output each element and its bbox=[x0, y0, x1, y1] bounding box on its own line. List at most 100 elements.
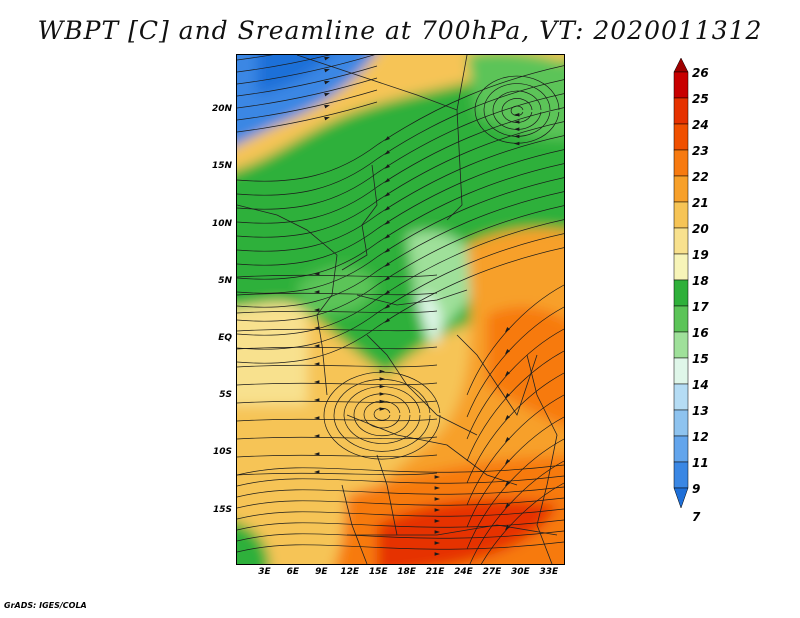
flow-arrow bbox=[434, 530, 440, 534]
streamline bbox=[373, 407, 391, 421]
streamline bbox=[237, 191, 564, 308]
field-ne-green bbox=[467, 55, 564, 139]
border-great-lakes bbox=[456, 334, 538, 416]
streamline bbox=[237, 418, 438, 422]
flow-arrow bbox=[384, 234, 390, 239]
flow-arrow bbox=[314, 434, 320, 438]
streamline bbox=[237, 328, 438, 332]
flow-arrow bbox=[434, 508, 440, 512]
flow-arrow bbox=[379, 377, 385, 381]
x-tick-label: 15E bbox=[368, 567, 388, 577]
flow-arrow bbox=[434, 519, 440, 523]
y-tick-label: 10N bbox=[211, 218, 232, 229]
flow-arrow bbox=[324, 56, 330, 61]
streamline bbox=[474, 75, 560, 144]
streamline bbox=[237, 382, 438, 386]
streamline bbox=[237, 163, 564, 280]
y-tick-label: 10S bbox=[212, 447, 232, 458]
colorbar-label: 12 bbox=[692, 430, 709, 444]
y-tick-label: EQ bbox=[218, 332, 232, 343]
flow-arrow bbox=[314, 290, 320, 294]
streamline bbox=[237, 310, 438, 314]
flow-arrow bbox=[384, 150, 390, 155]
streamline bbox=[237, 89, 378, 121]
flow-arrow bbox=[324, 116, 330, 121]
colorbar-segment bbox=[673, 331, 689, 359]
streamline bbox=[237, 55, 375, 85]
streamline bbox=[237, 497, 564, 509]
colorbar-segment bbox=[673, 487, 689, 509]
colorbar bbox=[673, 58, 689, 509]
border-namibia bbox=[341, 484, 368, 564]
colorbar-label: 20 bbox=[692, 222, 709, 236]
colorbar-segment bbox=[673, 71, 689, 99]
streamline bbox=[237, 107, 564, 224]
flow-arrow bbox=[384, 164, 390, 169]
flow-arrow bbox=[505, 371, 510, 377]
flow-arrow bbox=[379, 369, 385, 374]
flow-arrow bbox=[324, 92, 330, 97]
streamline bbox=[237, 65, 378, 97]
flow-arrow bbox=[379, 407, 385, 411]
streamline bbox=[237, 400, 438, 404]
colorbar-segment bbox=[673, 175, 689, 203]
colorbar-segment bbox=[673, 97, 689, 125]
streamline bbox=[237, 101, 378, 133]
flow-arrow bbox=[314, 470, 320, 474]
flow-arrow bbox=[324, 80, 330, 85]
colorbar-label: 24 bbox=[692, 118, 709, 132]
flow-arrow bbox=[514, 120, 520, 124]
flow-arrow bbox=[434, 475, 440, 479]
streamline bbox=[237, 364, 438, 368]
colorbar-label: 22 bbox=[692, 170, 709, 184]
flow-arrow bbox=[384, 136, 390, 141]
colorbar-label: 14 bbox=[692, 378, 709, 392]
y-tick-label: 15N bbox=[211, 161, 232, 172]
y-tick-label: 20N bbox=[211, 104, 232, 115]
flow-arrow bbox=[514, 141, 520, 146]
flow-arrow bbox=[314, 344, 320, 348]
flow-arrow bbox=[384, 304, 390, 309]
flow-arrow bbox=[505, 393, 510, 399]
x-tick-label: 24E bbox=[454, 567, 473, 577]
flow-arrow bbox=[324, 68, 330, 73]
x-tick-label: 27E bbox=[482, 567, 502, 577]
flow-arrow bbox=[324, 104, 330, 109]
field-moist-patch bbox=[297, 266, 377, 315]
flow-arrow bbox=[505, 437, 510, 443]
wbpt-field bbox=[237, 55, 564, 564]
x-tick-label: 18E bbox=[397, 567, 416, 577]
colorbar-segment bbox=[673, 123, 689, 151]
colorbar-label: 7 bbox=[692, 510, 701, 524]
streamline bbox=[237, 79, 564, 196]
colorbar-segment bbox=[673, 58, 689, 73]
colorbar-segment bbox=[673, 149, 689, 177]
flow-arrow bbox=[434, 497, 440, 501]
streamline bbox=[343, 386, 421, 444]
flow-arrow bbox=[314, 380, 320, 384]
x-tick-label: 33E bbox=[539, 567, 559, 577]
flow-arrow bbox=[514, 127, 520, 131]
colorbar-label: 21 bbox=[692, 196, 709, 210]
flow-arrow bbox=[434, 486, 440, 490]
streamline bbox=[237, 205, 564, 322]
streamline bbox=[237, 454, 438, 458]
streamline bbox=[333, 379, 431, 452]
colorbar-segment bbox=[673, 461, 689, 489]
flow-arrow bbox=[379, 399, 385, 404]
streamline bbox=[492, 90, 542, 130]
colorbar-segment bbox=[673, 253, 689, 281]
flow-arrow bbox=[505, 503, 510, 509]
border-north bbox=[296, 55, 468, 111]
colorbar-label: 18 bbox=[692, 274, 709, 288]
streamlines bbox=[237, 55, 564, 564]
border-south bbox=[347, 524, 558, 536]
streamline bbox=[237, 55, 273, 61]
flow-arrow bbox=[434, 541, 440, 545]
flow-arrow bbox=[384, 248, 390, 253]
flow-arrow bbox=[314, 452, 320, 456]
streamline bbox=[237, 346, 438, 350]
flow-arrow bbox=[314, 308, 320, 312]
flow-arrow bbox=[314, 272, 320, 276]
streamline bbox=[237, 77, 378, 109]
